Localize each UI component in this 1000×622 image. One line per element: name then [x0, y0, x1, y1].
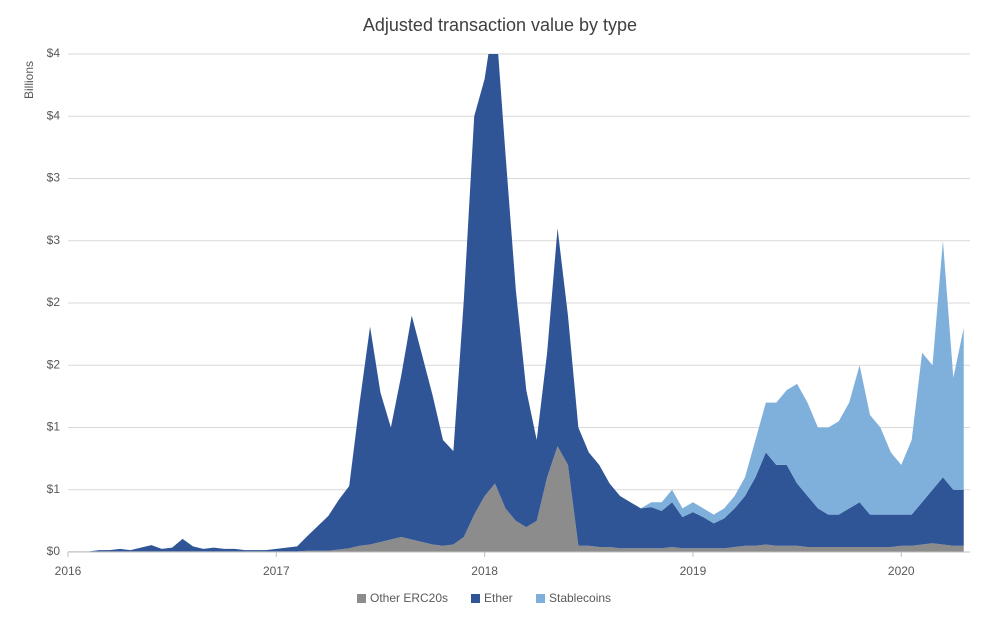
legend-label: Other ERC20s [370, 591, 448, 605]
y-tick-label: $3 [47, 233, 61, 247]
legend-label: Stablecoins [549, 591, 611, 605]
y-tick-label: $0 [47, 544, 61, 558]
area [68, 54, 964, 552]
x-tick-label: 2017 [263, 564, 290, 578]
legend-swatch [357, 594, 366, 603]
area [68, 446, 964, 552]
y-tick-label: $1 [47, 420, 61, 434]
y-tick-label: $3 [47, 171, 61, 185]
y-tick-label: $2 [47, 295, 61, 309]
plot-area [68, 54, 964, 552]
y-tick-label: $4 [47, 46, 61, 60]
y-tick-label: $4 [47, 108, 61, 122]
x-tick-label: 2020 [888, 564, 915, 578]
area [68, 54, 964, 552]
y-tick-label: $2 [47, 357, 61, 371]
y-axis-label: Billions [22, 61, 36, 99]
legend-label: Ether [484, 591, 513, 605]
chart-title: Adjusted transaction value by type [363, 15, 637, 35]
legend-swatch [536, 594, 545, 603]
x-tick-label: 2016 [55, 564, 82, 578]
legend-swatch [471, 594, 480, 603]
x-tick-label: 2018 [471, 564, 498, 578]
x-tick-label: 2019 [680, 564, 707, 578]
y-tick-label: $1 [47, 482, 61, 496]
